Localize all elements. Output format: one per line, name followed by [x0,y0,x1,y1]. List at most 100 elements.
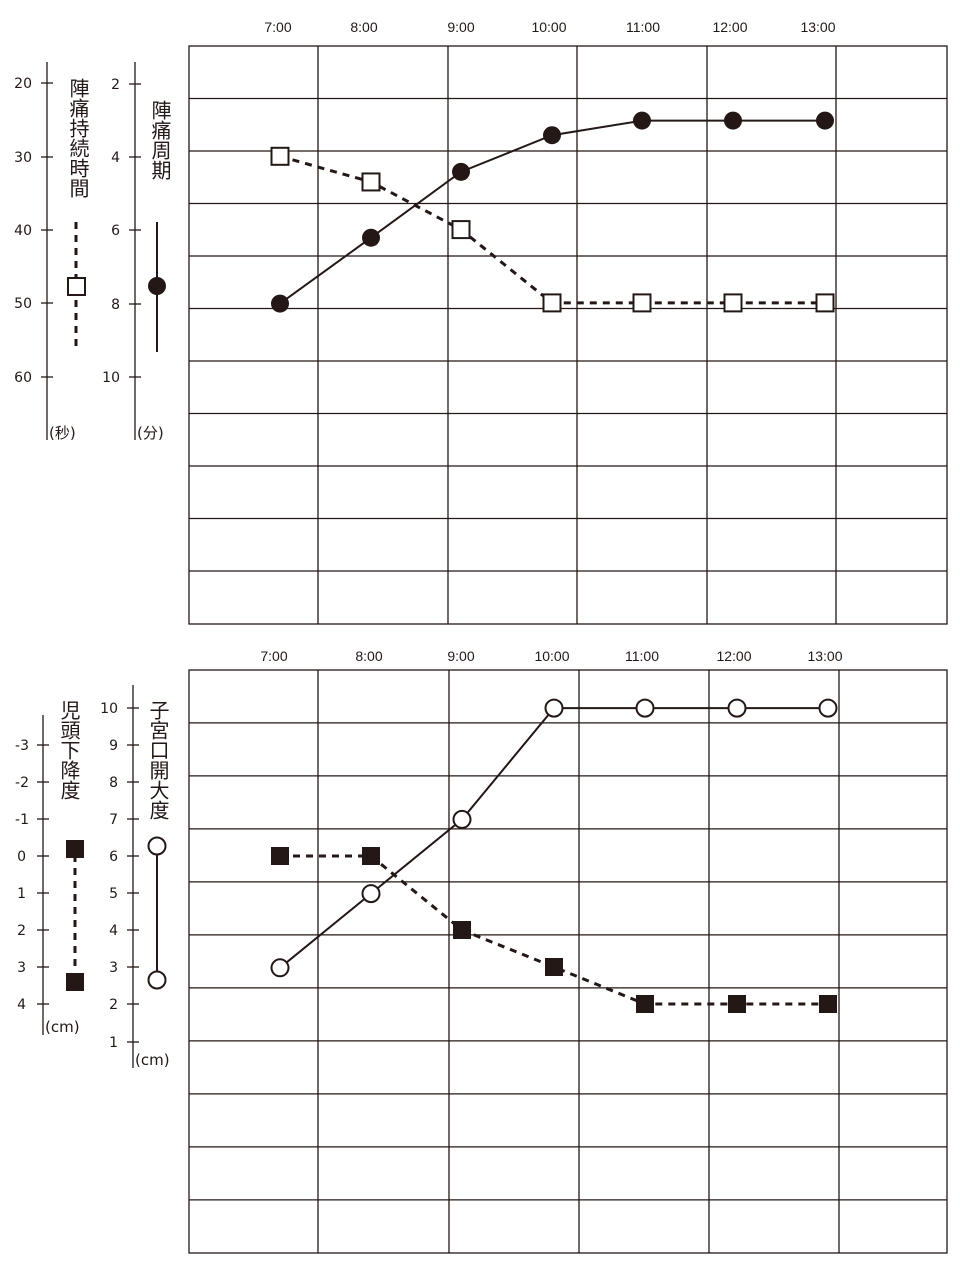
data-point [452,162,470,181]
data-point [815,293,835,313]
y-tick-label: 6 [111,223,120,239]
data-point [728,995,746,1013]
x-tick-label: 9:00 [447,19,474,35]
axis-unit: (分) [137,424,164,442]
y-tick-label: -2 [15,775,29,791]
data-point [819,995,837,1013]
data-point [270,146,290,166]
data-point [818,698,838,718]
y-tick-label: 20 [14,76,32,92]
x-tick-label: 11:00 [625,648,659,664]
data-point [545,958,563,976]
series-line [279,707,828,969]
x-tick-label: 7:00 [260,648,287,664]
y-tick-label: 4 [109,923,118,939]
top-panel: 7:00 8:00 9:00 10:00 11:00 12:00 13:00 2… [14,19,948,625]
y-tick-label: 8 [109,775,118,791]
top-x-tick-labels: 7:00 8:00 9:00 10:00 11:00 12:00 13:00 [264,19,835,35]
axis-unit: (秒) [49,424,76,442]
legend-key-duration [67,222,86,352]
y-tick-label: 50 [14,296,32,312]
series-1 [271,847,837,1013]
series-2 [271,111,834,313]
x-tick-label: 8:00 [350,19,377,35]
series-line [279,119,825,305]
y-tick-label: 2 [17,923,26,939]
data-point [453,921,471,939]
data-point [361,172,381,192]
x-tick-label: 10:00 [531,19,566,35]
data-point [271,847,289,865]
x-tick-label: 10:00 [534,648,569,664]
axis-label: 子宮口開大度 [146,700,170,820]
legend-key-interval [148,222,166,352]
y-tick-label: 3 [109,960,118,976]
y-tick-label: -3 [15,738,29,754]
y-tick-label: 4 [111,150,120,166]
x-tick-label: 11:00 [626,19,660,35]
series-line [280,854,828,1006]
data-point [271,294,289,313]
data-point [362,228,380,247]
y-tick-label: 6 [109,849,118,865]
y-tick-label: 4 [17,997,26,1013]
data-point [816,111,834,130]
y-tick-label: 10 [102,370,120,386]
top-grid [188,45,948,625]
y-tick-label: 2 [111,77,120,93]
y-tick-label: 60 [14,370,32,386]
x-tick-label: 12:00 [716,648,751,664]
y-tick-label: 8 [111,297,120,313]
data-point [633,111,651,130]
bottom-outer-axis: -3 -2 -1 0 1 2 3 4 (cm) 児頭下降度 [15,700,84,1036]
bottom-panel: 7:00 8:00 9:00 10:00 11:00 12:00 13:00 - [15,648,948,1254]
data-point [361,884,381,904]
x-tick-label: 7:00 [264,19,291,35]
x-tick-label: 9:00 [447,648,474,664]
axis-unit: (cm) [45,1018,80,1036]
axis-label: 陣痛持続時間 [66,78,90,198]
y-tick-label: 40 [14,223,32,239]
x-tick-label: 13:00 [800,19,835,35]
x-tick-label: 13:00 [807,648,842,664]
bottom-grid [188,669,948,1254]
bottom-series-layer [270,698,838,1013]
x-tick-label: 8:00 [355,648,382,664]
y-tick-label: 9 [109,738,118,754]
top-inner-axis: 2 4 6 8 10 (分) 陣痛周期 [102,62,172,442]
data-point [632,293,652,313]
top-outer-axis: 20 30 40 50 60 (秒) 陣痛持続時間 [14,62,90,442]
series-1 [270,146,835,313]
data-point [723,293,743,313]
y-tick-label: 1 [17,886,26,902]
data-point [270,958,290,978]
data-point [727,698,747,718]
axis-label: 児頭下降度 [57,700,81,800]
y-tick-label: 2 [109,997,118,1013]
y-tick-label: 3 [17,960,26,976]
data-point [543,126,561,145]
legend-key-descent [66,840,84,991]
bottom-inner-axis: 1 2 3 4 5 6 7 8 9 10 (cm) 子宮口開大度 [100,685,170,1069]
axis-unit: (cm) [135,1051,170,1069]
data-point [452,809,472,829]
y-tick-label: 30 [14,150,32,166]
data-point [451,220,471,240]
legend-key-dilation [147,836,167,990]
series-2 [270,698,838,978]
data-point [542,293,562,313]
data-point [724,111,742,130]
top-series-layer [270,111,835,313]
data-point [636,995,654,1013]
data-point [635,698,655,718]
y-tick-label: 0 [17,849,26,865]
data-point [544,698,564,718]
x-tick-label: 12:00 [712,19,747,35]
y-tick-label: 1 [109,1035,118,1051]
axis-label: 陣痛周期 [148,100,172,180]
y-tick-label: 7 [109,812,118,828]
data-point [362,847,380,865]
y-tick-label: 10 [100,701,118,717]
bottom-x-tick-labels: 7:00 8:00 9:00 10:00 11:00 12:00 13:00 [260,648,842,664]
